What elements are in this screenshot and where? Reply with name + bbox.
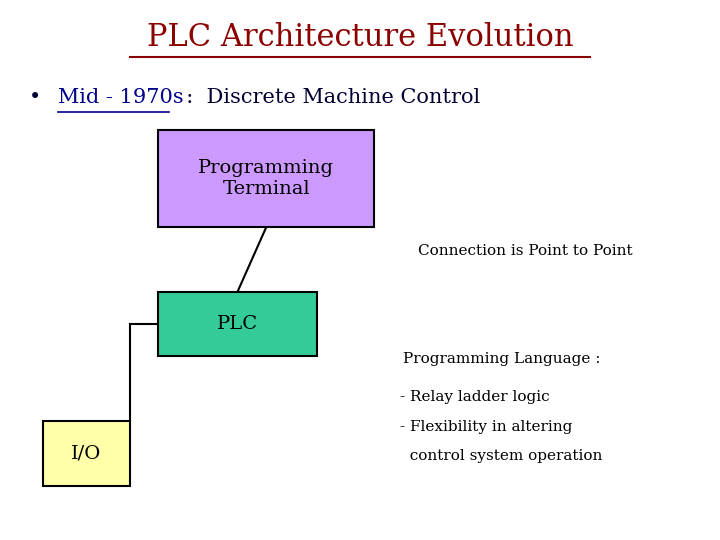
Text: Programming Language :: Programming Language : (403, 352, 600, 366)
FancyBboxPatch shape (158, 130, 374, 227)
Text: :  Discrete Machine Control: : Discrete Machine Control (173, 87, 480, 107)
Text: I/O: I/O (71, 444, 102, 463)
Text: Connection is Point to Point: Connection is Point to Point (418, 244, 632, 258)
Text: •: • (29, 87, 41, 107)
Text: - Flexibility in altering: - Flexibility in altering (400, 420, 572, 434)
Text: control system operation: control system operation (400, 449, 602, 463)
Text: - Relay ladder logic: - Relay ladder logic (400, 390, 549, 404)
Text: Programming
Terminal: Programming Terminal (199, 159, 334, 198)
Text: Mid - 1970s: Mid - 1970s (58, 87, 183, 107)
Text: PLC: PLC (217, 315, 258, 333)
FancyBboxPatch shape (158, 292, 317, 356)
Text: PLC Architecture Evolution: PLC Architecture Evolution (147, 22, 573, 53)
FancyBboxPatch shape (43, 421, 130, 486)
